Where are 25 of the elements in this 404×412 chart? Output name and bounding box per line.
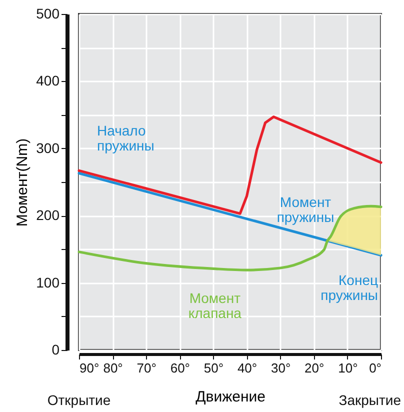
x-tick-label: 60° bbox=[170, 360, 190, 376]
y-axis-title: Момент(Nm) bbox=[14, 138, 32, 227]
y-tick-label: 0 bbox=[52, 342, 60, 358]
y-tick-label: 500 bbox=[36, 6, 60, 22]
line-series bbox=[78, 116, 382, 215]
y-tick-label: 100 bbox=[36, 274, 60, 290]
x-tick-label: 40° bbox=[237, 360, 258, 376]
series-label: Момент клапана bbox=[188, 290, 242, 321]
x-tick-label: 0° bbox=[369, 360, 382, 376]
x-tick-label: 80° bbox=[103, 360, 123, 376]
y-tick-label: 300 bbox=[36, 140, 60, 156]
text: Закрытие bbox=[338, 392, 402, 408]
y-tick-label: 400 bbox=[36, 72, 60, 89]
annotation: Начало пружины bbox=[97, 122, 154, 154]
x-tick-label: 50° bbox=[204, 360, 224, 376]
x-tick-label: 90° bbox=[80, 360, 100, 376]
series-label: Момент пружины bbox=[276, 194, 334, 225]
x-tick-label: 70° bbox=[136, 360, 156, 376]
x-tick-label: 30° bbox=[270, 360, 291, 376]
y-tick-label: 200 bbox=[36, 207, 60, 224]
text: Открытие bbox=[47, 392, 111, 408]
x-tick-label: 10° bbox=[338, 360, 358, 376]
x-axis-title: Движение bbox=[196, 388, 266, 406]
annotation: Конец пружины bbox=[320, 272, 378, 304]
x-tick-label: 20° bbox=[304, 360, 324, 376]
